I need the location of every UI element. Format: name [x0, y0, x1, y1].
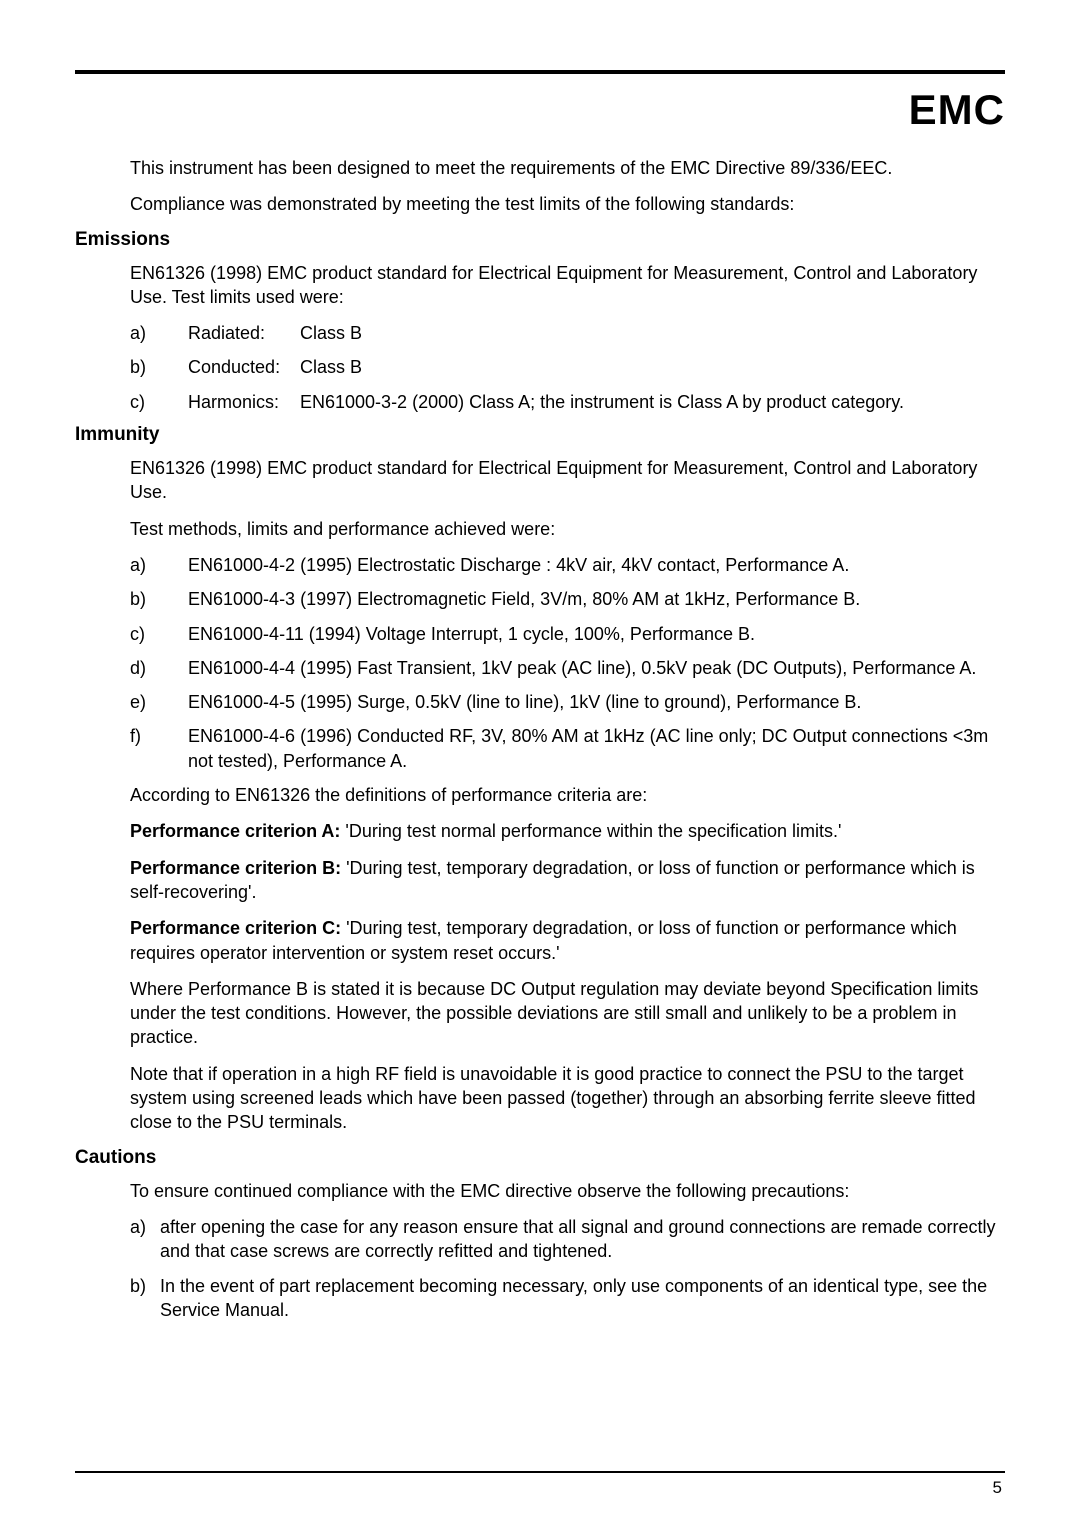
list-marker: b) — [130, 355, 188, 379]
immunity-paragraph: EN61326 (1998) EMC product standard for … — [130, 456, 1005, 505]
list-marker: b) — [130, 1274, 160, 1323]
page-number: 5 — [993, 1478, 1002, 1498]
emissions-value: Class B — [300, 321, 1005, 345]
emissions-item: c) Harmonics: EN61000-3-2 (2000) Class A… — [130, 390, 1005, 414]
immunity-item: c) EN61000-4-11 (1994) Voltage Interrupt… — [130, 622, 1005, 646]
list-text: EN61000-4-2 (1995) Electrostatic Dischar… — [188, 553, 1005, 577]
criterion-label: Performance criterion A: — [130, 821, 340, 841]
immunity-paragraph: Note that if operation in a high RF fiel… — [130, 1062, 1005, 1135]
list-marker: d) — [130, 656, 188, 680]
cautions-heading: Cautions — [75, 1147, 1005, 1169]
list-marker: f) — [130, 724, 188, 773]
list-text: EN61000-4-4 (1995) Fast Transient, 1kV p… — [188, 656, 1005, 680]
immunity-paragraph: According to EN61326 the definitions of … — [130, 783, 1005, 807]
list-text: EN61000-4-3 (1997) Electromagnetic Field… — [188, 587, 1005, 611]
list-text: In the event of part replacement becomin… — [160, 1274, 1005, 1323]
immunity-item: e) EN61000-4-5 (1995) Surge, 0.5kV (line… — [130, 690, 1005, 714]
emissions-label: Harmonics: — [188, 390, 300, 414]
list-text: after opening the case for any reason en… — [160, 1215, 1005, 1264]
top-rule — [75, 70, 1005, 74]
cautions-intro: To ensure continued compliance with the … — [130, 1179, 1005, 1203]
immunity-item: d) EN61000-4-4 (1995) Fast Transient, 1k… — [130, 656, 1005, 680]
list-text: EN61000-4-5 (1995) Surge, 0.5kV (line to… — [188, 690, 1005, 714]
emissions-item: a) Radiated: Class B — [130, 321, 1005, 345]
list-marker: c) — [130, 622, 188, 646]
list-marker: a) — [130, 553, 188, 577]
content-body: This instrument has been designed to mee… — [75, 156, 1005, 1322]
immunity-item: a) EN61000-4-2 (1995) Electrostatic Disc… — [130, 553, 1005, 577]
criterion-b: Performance criterion B: 'During test, t… — [130, 856, 1005, 905]
cautions-item: b) In the event of part replacement beco… — [130, 1274, 1005, 1323]
immunity-heading: Immunity — [75, 424, 1005, 446]
list-marker: a) — [130, 1215, 160, 1264]
list-text: EN61000-4-6 (1996) Conducted RF, 3V, 80%… — [188, 724, 1005, 773]
criterion-label: Performance criterion C: — [130, 918, 341, 938]
cautions-item: a) after opening the case for any reason… — [130, 1215, 1005, 1264]
criterion-c: Performance criterion C: 'During test, t… — [130, 916, 1005, 965]
immunity-paragraph: Test methods, limits and performance ach… — [130, 517, 1005, 541]
list-marker: b) — [130, 587, 188, 611]
emissions-value: EN61000-3-2 (2000) Class A; the instrume… — [300, 390, 1005, 414]
intro-paragraph: Compliance was demonstrated by meeting t… — [130, 192, 1005, 216]
emissions-intro: EN61326 (1998) EMC product standard for … — [130, 261, 1005, 310]
emissions-heading: Emissions — [75, 229, 1005, 251]
criterion-a: Performance criterion A: 'During test no… — [130, 819, 1005, 843]
page-title: EMC — [75, 86, 1005, 134]
list-text: EN61000-4-11 (1994) Voltage Interrupt, 1… — [188, 622, 1005, 646]
intro-paragraph: This instrument has been designed to mee… — [130, 156, 1005, 180]
criterion-text: 'During test normal performance within t… — [340, 821, 841, 841]
immunity-item: b) EN61000-4-3 (1997) Electromagnetic Fi… — [130, 587, 1005, 611]
list-marker: a) — [130, 321, 188, 345]
list-marker: c) — [130, 390, 188, 414]
bottom-rule — [75, 1471, 1005, 1473]
emissions-label: Conducted: — [188, 355, 300, 379]
criterion-label: Performance criterion B: — [130, 858, 341, 878]
list-marker: e) — [130, 690, 188, 714]
immunity-item: f) EN61000-4-6 (1996) Conducted RF, 3V, … — [130, 724, 1005, 773]
emissions-item: b) Conducted: Class B — [130, 355, 1005, 379]
emissions-value: Class B — [300, 355, 1005, 379]
immunity-paragraph: Where Performance B is stated it is beca… — [130, 977, 1005, 1050]
emissions-label: Radiated: — [188, 321, 300, 345]
